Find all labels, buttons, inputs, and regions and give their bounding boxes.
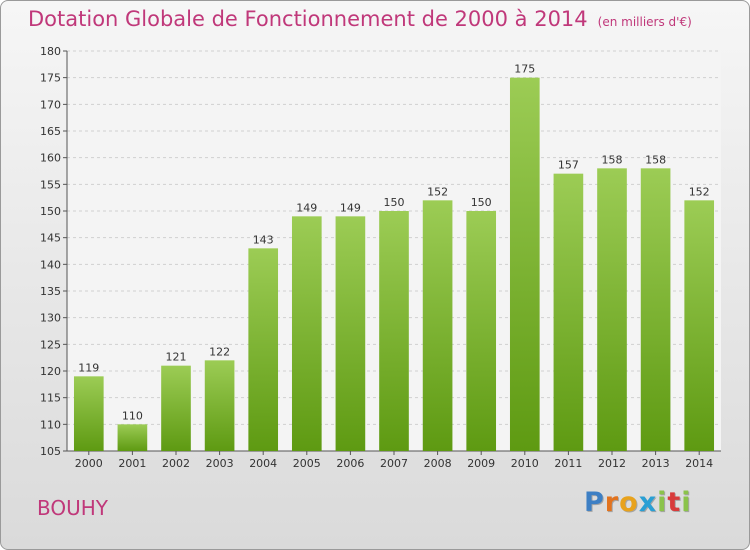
- bar: [117, 424, 148, 451]
- data-label: 149: [340, 201, 361, 214]
- bar: [684, 200, 715, 451]
- bar: [379, 211, 409, 451]
- chart-subtitle: (en milliers d'€): [597, 15, 692, 29]
- data-label: 175: [514, 63, 535, 76]
- bar: [161, 365, 191, 451]
- bar: [248, 248, 279, 451]
- x-tick-label: 2010: [511, 457, 539, 470]
- data-label: 157: [558, 159, 579, 172]
- y-tick-label: 105: [40, 445, 61, 458]
- bar: [204, 360, 235, 451]
- x-tick-label: 2013: [642, 457, 670, 470]
- data-label: 150: [384, 196, 405, 209]
- x-tick-label: 2000: [75, 457, 103, 470]
- x-tick-label: 2006: [336, 457, 364, 470]
- y-tick-label: 125: [40, 338, 61, 351]
- data-label: 150: [471, 196, 492, 209]
- bar: [597, 168, 627, 452]
- bar: [291, 216, 322, 451]
- data-label: 121: [166, 351, 187, 364]
- x-tick-label: 2001: [118, 457, 146, 470]
- x-tick-label: 2004: [249, 457, 277, 470]
- x-tick-label: 2005: [293, 457, 321, 470]
- proxiti-logo: Proxiti: [584, 487, 692, 518]
- data-label: 119: [78, 361, 99, 374]
- x-tick-label: 2007: [380, 457, 408, 470]
- y-tick-label: 130: [40, 312, 61, 325]
- x-tick-label: 2011: [554, 457, 582, 470]
- y-tick-label: 155: [40, 178, 61, 191]
- data-label: 143: [253, 233, 274, 246]
- bar: [466, 211, 497, 451]
- y-tick-label: 175: [40, 72, 61, 85]
- x-tick-label: 2009: [467, 457, 495, 470]
- data-label: 122: [209, 345, 230, 358]
- data-label: 158: [602, 153, 623, 166]
- data-label: 152: [427, 185, 448, 198]
- y-tick-label: 110: [40, 418, 61, 431]
- y-tick-label: 115: [40, 392, 61, 405]
- x-tick-label: 2008: [424, 457, 452, 470]
- x-tick-label: 2014: [685, 457, 713, 470]
- y-tick-label: 160: [40, 152, 61, 165]
- commune-name: BOUHY: [37, 496, 109, 520]
- y-tick-label: 150: [40, 205, 61, 218]
- bar: [640, 168, 671, 452]
- y-tick-label: 165: [40, 125, 61, 138]
- y-tick-label: 140: [40, 258, 61, 271]
- data-label: 152: [689, 185, 710, 198]
- x-tick-label: 2002: [162, 457, 190, 470]
- bar: [509, 77, 540, 452]
- y-tick-label: 180: [40, 45, 61, 58]
- bar: [73, 376, 104, 451]
- chart-title: Dotation Globale de Fonctionnement de 20…: [28, 7, 692, 31]
- chart-title-text: Dotation Globale de Fonctionnement de 20…: [28, 7, 588, 31]
- data-label: 110: [122, 409, 143, 422]
- data-label: 149: [296, 201, 317, 214]
- data-label: 158: [645, 153, 666, 166]
- x-tick-label: 2003: [206, 457, 234, 470]
- bar: [553, 173, 584, 451]
- x-tick-label: 2012: [598, 457, 626, 470]
- bar: [335, 216, 366, 451]
- bar: [422, 200, 453, 451]
- y-tick-label: 170: [40, 98, 61, 111]
- y-tick-label: 120: [40, 365, 61, 378]
- y-tick-label: 145: [40, 232, 61, 245]
- y-tick-label: 135: [40, 285, 61, 298]
